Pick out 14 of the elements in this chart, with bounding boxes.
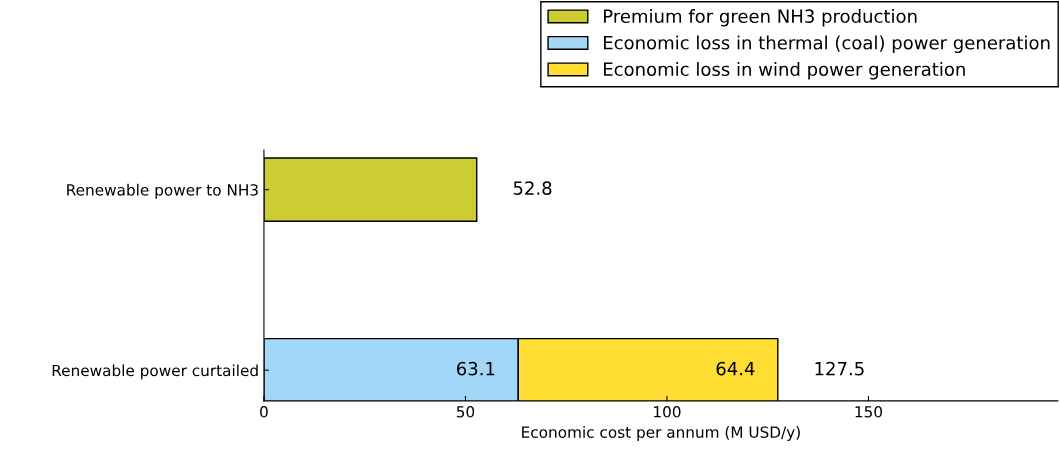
legend-label: Economic loss in thermal (coal) power generation bbox=[604, 35, 1050, 53]
data-label: 63.1 bbox=[457, 361, 495, 376]
x-tick-label: 0 bbox=[260, 406, 268, 418]
x-axis-title: Economic cost per annum (M USD/y) bbox=[522, 426, 800, 441]
y-tick-label: Renewable power curtailed bbox=[52, 364, 258, 380]
x-tick-label: 100 bbox=[654, 406, 681, 418]
total-label: 52.8 bbox=[513, 181, 552, 195]
x-tick-label: 150 bbox=[855, 406, 883, 418]
total-label: 127.5 bbox=[815, 361, 864, 376]
x-tick-label: 50 bbox=[456, 406, 475, 418]
legend-label: Economic loss in wind power generation bbox=[604, 62, 965, 80]
y-tick-label: Renewable power to NH3 bbox=[67, 183, 258, 199]
data-label: 64.4 bbox=[716, 361, 755, 376]
legend-label: Premium for green NH3 production bbox=[604, 9, 917, 27]
